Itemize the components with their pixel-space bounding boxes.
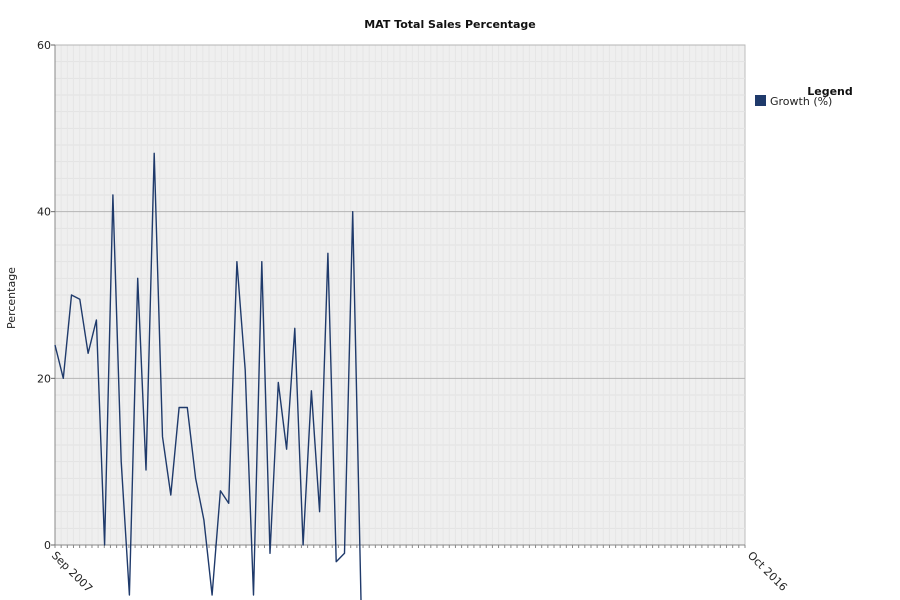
legend-entry-label: Growth (%) — [770, 95, 832, 108]
y-axis-ticks: 0 20 40 60 — [37, 39, 55, 552]
minor-gridlines — [55, 45, 745, 545]
legend-title: Legend — [807, 85, 853, 98]
y-tick-label: 40 — [37, 206, 51, 219]
x-tick-label-first: Sep 2007 — [49, 549, 95, 595]
series-growth — [54, 152, 362, 600]
y-tick-label: 0 — [44, 539, 51, 552]
legend: Legend Growth (%) — [755, 85, 853, 108]
y-axis-label: Percentage — [5, 267, 18, 329]
y-tick-label: 20 — [37, 372, 51, 385]
y-tick-label: 60 — [37, 39, 51, 52]
x-axis-ticks — [54, 545, 746, 548]
chart-title: MAT Total Sales Percentage — [364, 18, 536, 31]
x-tick-label-last: Oct 2016 — [745, 549, 790, 594]
legend-swatch — [755, 95, 766, 106]
series-line — [54, 152, 362, 600]
